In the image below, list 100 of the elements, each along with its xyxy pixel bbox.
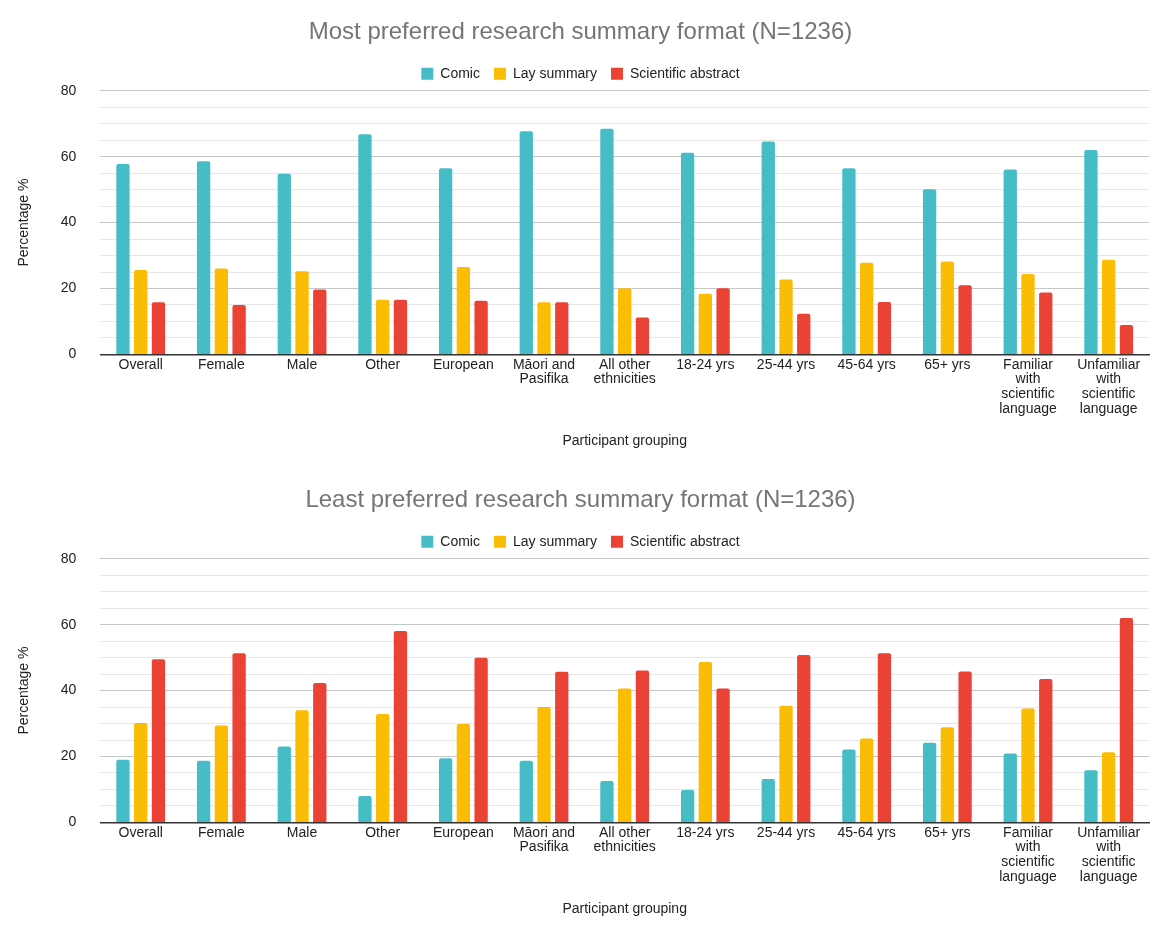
bar (1119, 618, 1134, 822)
x-tick-label: Overall (118, 355, 163, 372)
x-tick-label: 18-24 yrs (676, 355, 735, 372)
bar (1102, 259, 1116, 354)
x-tick-label: European (433, 823, 494, 840)
bar (842, 168, 856, 354)
bar (716, 688, 730, 822)
y-tick-label: 20 (60, 279, 77, 296)
bar (1102, 752, 1116, 822)
bar (698, 293, 713, 354)
bar (537, 707, 551, 822)
x-tick-label: 25-44 yrs (756, 355, 816, 372)
bar (196, 161, 211, 354)
x-axis-title: Participant grouping (562, 900, 687, 917)
y-tick-label: 80 (60, 549, 77, 566)
bar (376, 299, 390, 354)
bar (456, 723, 471, 822)
y-tick-label: 0 (68, 813, 77, 830)
bar (214, 268, 229, 354)
x-tick-label: Unfamiliar with scientific language (1077, 355, 1141, 416)
legend-label: Comic (440, 64, 480, 81)
y-axis-title: Percentage % (15, 646, 32, 735)
bar (1119, 325, 1134, 354)
chart-title: Most preferred research summary format (N=1236) (308, 17, 853, 45)
bar (376, 714, 390, 822)
bar (474, 300, 488, 354)
y-tick-label: 0 (68, 345, 77, 362)
bar (680, 152, 695, 354)
bar (618, 288, 632, 354)
y-tick-label: 80 (60, 81, 77, 98)
bar (456, 267, 471, 354)
bar (1021, 274, 1035, 354)
legend-label: Lay summary (512, 64, 597, 81)
bar (116, 759, 130, 822)
bar (555, 302, 569, 354)
bar (519, 131, 533, 354)
bar (797, 313, 811, 354)
bar (940, 261, 954, 354)
bar (635, 670, 650, 822)
bar (232, 304, 246, 354)
bar (860, 262, 874, 354)
bar (680, 790, 695, 822)
bar (438, 168, 453, 354)
bar (877, 653, 892, 822)
bar (600, 780, 614, 822)
legend-label: Comic (440, 532, 480, 549)
bar (1039, 679, 1053, 822)
x-tick-label: Familiar with scientific language (999, 823, 1058, 884)
x-tick-label: 65+ yrs (924, 823, 971, 840)
bar (779, 705, 793, 822)
bar (958, 285, 972, 354)
bar (474, 657, 488, 822)
bar (232, 653, 246, 822)
bar (1003, 753, 1017, 822)
bar (358, 134, 372, 354)
legend-label: Lay summary (512, 532, 597, 549)
bar (716, 288, 730, 354)
x-tick-label: 45-64 yrs (837, 355, 896, 372)
bar (940, 727, 954, 822)
bar (134, 270, 148, 354)
bar (922, 189, 937, 354)
x-tick-label: Other (365, 823, 401, 840)
x-tick-label: Male (286, 355, 318, 372)
bar (1021, 708, 1035, 822)
bar (116, 163, 130, 354)
x-tick-label: Other (365, 355, 401, 372)
bar (761, 141, 775, 354)
bar (555, 671, 569, 822)
bar (1003, 169, 1017, 354)
x-tick-label: Māori and Pasifika (512, 355, 576, 387)
bar (779, 279, 793, 354)
bar (214, 725, 229, 822)
x-tick-label: 65+ yrs (924, 355, 971, 372)
bar (618, 688, 632, 822)
bar (698, 661, 713, 822)
bar (295, 710, 309, 822)
chart-title: Least preferred research summary format (N=1236) (305, 485, 856, 513)
x-tick-label: 45-64 yrs (837, 823, 896, 840)
bar (277, 173, 291, 354)
bar (922, 742, 937, 822)
x-tick-label: Male (286, 823, 318, 840)
bar (295, 271, 309, 354)
bar (1039, 292, 1053, 354)
bar (797, 655, 811, 822)
bar (438, 758, 453, 822)
y-tick-label: 40 (60, 213, 77, 230)
bar (1084, 150, 1098, 354)
bar (600, 128, 614, 354)
y-tick-label: 20 (60, 747, 77, 764)
bar (519, 760, 533, 822)
bar (393, 299, 408, 354)
y-tick-label: 60 (60, 147, 77, 164)
x-tick-label: Unfamiliar with scientific language (1077, 823, 1141, 884)
y-axis-title: Percentage % (15, 178, 32, 267)
bar (761, 778, 775, 822)
bar (393, 630, 408, 822)
bar (358, 796, 372, 822)
bar (313, 683, 327, 822)
legend-label: Scientific abstract (629, 532, 740, 549)
x-tick-label: All other ethnicities (593, 823, 656, 855)
